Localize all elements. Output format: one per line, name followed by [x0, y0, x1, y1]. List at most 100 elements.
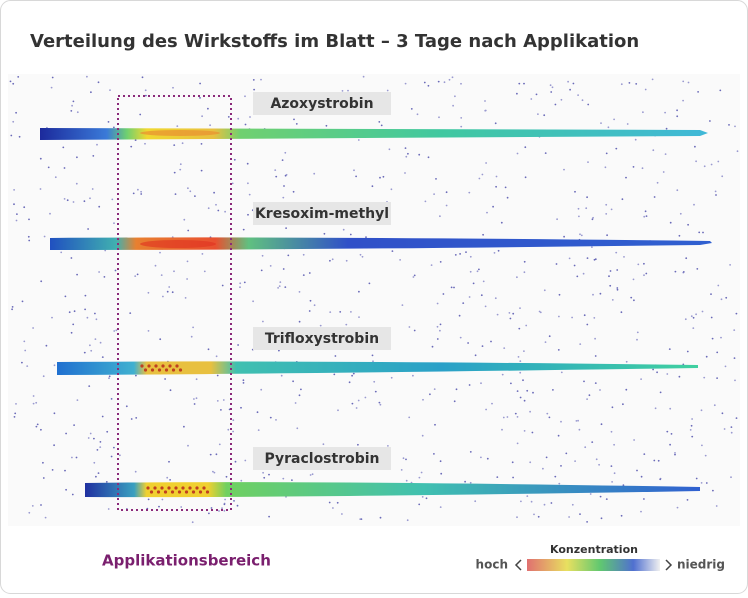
dot: [135, 374, 137, 377]
dot: [164, 378, 167, 380]
dot: [674, 270, 677, 273]
dot: [311, 473, 314, 476]
dot: [586, 323, 589, 326]
dot: [579, 513, 581, 515]
dot: [623, 256, 625, 258]
dot: [472, 282, 475, 285]
title: Verteilung des Wirkstoffs im Blatt – 3 T…: [30, 31, 639, 52]
dot: [202, 486, 206, 490]
dot: [579, 233, 581, 236]
dot: [357, 443, 359, 446]
dot: [72, 201, 75, 203]
dot: [640, 378, 642, 380]
dot: [40, 504, 42, 506]
dot: [600, 122, 602, 124]
dot: [412, 276, 415, 278]
dot: [632, 278, 635, 281]
dot: [588, 394, 591, 397]
dot: [355, 407, 358, 409]
dot: [349, 233, 352, 236]
dot: [154, 264, 157, 267]
dot: [523, 430, 526, 432]
dot: [244, 459, 247, 462]
dot: [129, 312, 132, 314]
dot: [186, 278, 189, 280]
dot: [563, 235, 565, 238]
dot: [684, 318, 687, 321]
dot: [260, 388, 263, 391]
dot: [153, 486, 157, 490]
dot: [676, 189, 679, 192]
dot: [73, 310, 76, 313]
dot: [642, 111, 644, 114]
dot: [437, 80, 440, 83]
dot: [586, 521, 588, 523]
dot: [429, 393, 431, 396]
dot: [687, 81, 690, 84]
dot: [309, 474, 312, 476]
dot: [113, 126, 115, 129]
dot: [523, 82, 525, 85]
dot: [49, 212, 51, 215]
dot: [217, 209, 220, 212]
dot: [358, 316, 360, 318]
dot: [591, 218, 594, 221]
dot: [556, 218, 558, 221]
dot: [546, 412, 549, 415]
dot: [71, 456, 73, 459]
dot: [298, 394, 301, 397]
dot: [169, 479, 172, 481]
dot: [554, 103, 557, 106]
dot: [76, 111, 79, 114]
dot: [595, 458, 598, 461]
dot: [111, 198, 114, 201]
dot: [110, 455, 113, 458]
dot: [224, 210, 227, 213]
dot: [682, 99, 684, 102]
dot: [163, 490, 168, 494]
dot: [464, 480, 466, 483]
dot: [62, 146, 65, 149]
dot: [253, 88, 256, 91]
dot: [32, 395, 35, 397]
dot: [93, 461, 96, 464]
dot: [232, 430, 235, 433]
dot: [690, 315, 693, 318]
dot: [171, 368, 176, 372]
dot: [191, 521, 194, 524]
dot: [519, 360, 522, 362]
dot: [516, 152, 519, 155]
dot: [32, 327, 34, 329]
dot: [379, 403, 382, 406]
dot: [421, 496, 424, 498]
dot: [620, 514, 623, 517]
dot: [616, 269, 619, 271]
dot: [319, 324, 322, 327]
dot: [574, 190, 576, 193]
dot: [643, 262, 645, 265]
dot: [86, 75, 88, 78]
dot: [442, 293, 445, 295]
dot: [345, 323, 348, 326]
dot: [558, 293, 561, 296]
dot: [600, 517, 603, 520]
dot: [223, 503, 226, 506]
dot: [469, 451, 472, 453]
dot: [413, 329, 416, 332]
dot: [21, 300, 24, 303]
dot: [225, 475, 228, 478]
dot: [714, 190, 717, 193]
dot: [195, 486, 199, 490]
dot: [293, 118, 295, 121]
dot: [575, 420, 578, 422]
dot: [207, 107, 209, 110]
leaf: [57, 361, 698, 375]
dot: [430, 264, 433, 266]
dot: [422, 398, 424, 401]
dot: [519, 396, 522, 399]
dot: [325, 124, 328, 127]
dot: [262, 471, 264, 474]
dot: [43, 235, 46, 238]
dot: [332, 507, 334, 509]
dot: [533, 513, 535, 516]
